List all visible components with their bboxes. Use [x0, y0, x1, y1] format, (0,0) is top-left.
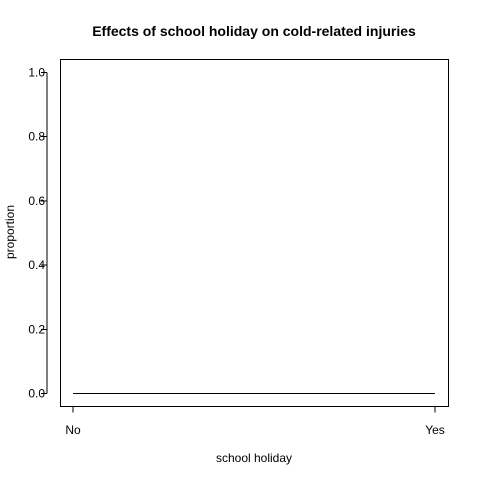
y-tick-label: 1.0 [28, 66, 45, 80]
y-tick-label: 0.0 [28, 387, 45, 401]
y-tick-label: 0.8 [28, 130, 45, 144]
y-tick-label: 0.2 [28, 322, 45, 336]
x-tick-label: Yes [425, 423, 445, 437]
y-tick-label: 0.6 [28, 194, 45, 208]
plot-area-frame [60, 59, 449, 407]
y-axis-label: proportion [3, 205, 17, 259]
x-axis: No Yes [65, 406, 445, 437]
y-axis: 0.0 0.2 0.4 0.6 0.8 1.0 [28, 66, 48, 401]
x-tick-label: No [65, 423, 81, 437]
chart-title: Effects of school holiday on cold-relate… [92, 23, 416, 39]
y-tick-label: 0.4 [28, 258, 45, 272]
x-axis-label: school holiday [216, 451, 292, 465]
